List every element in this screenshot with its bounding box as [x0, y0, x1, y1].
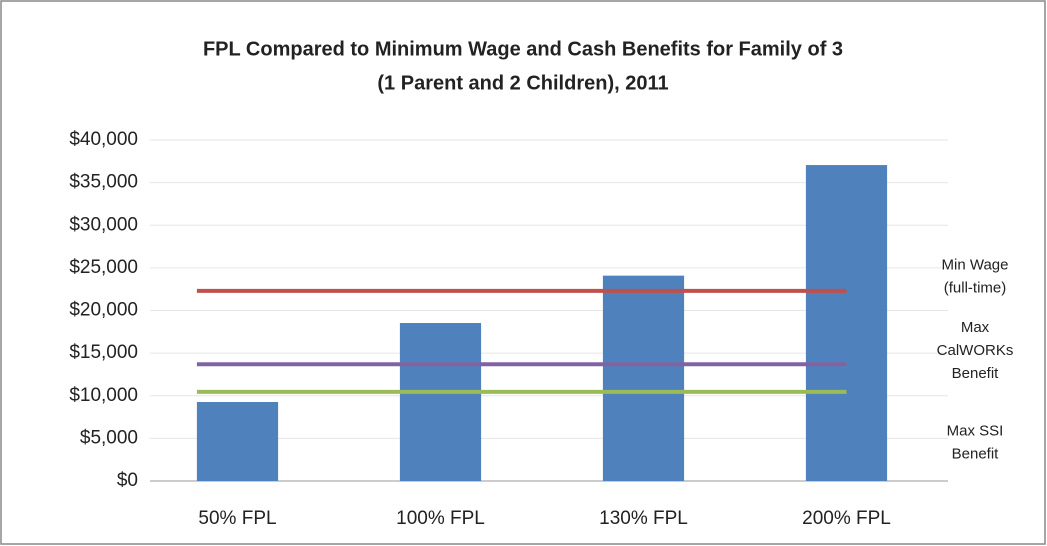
- bar: [196, 402, 279, 481]
- bar: [399, 323, 482, 481]
- line-label: Min Wage: [942, 256, 1009, 273]
- y-tick-label: $40,000: [69, 129, 138, 150]
- y-tick-label: $10,000: [69, 385, 138, 406]
- y-tick-label: $35,000: [69, 172, 138, 193]
- bar: [602, 275, 685, 481]
- line-label: Max SSI: [947, 422, 1004, 439]
- y-tick-label: $15,000: [69, 342, 138, 363]
- chart-title: (1 Parent and 2 Children), 2011: [377, 72, 668, 94]
- x-tick-label: 50% FPL: [198, 508, 276, 529]
- line-label: Max: [961, 319, 990, 336]
- y-tick-label: $0: [117, 470, 138, 491]
- x-tick-label: 200% FPL: [802, 508, 891, 529]
- line-label: Benefit: [952, 445, 1000, 462]
- y-tick-label: $5,000: [80, 427, 138, 448]
- line-label: Benefit: [952, 365, 1000, 382]
- y-tick-label: $30,000: [69, 214, 138, 235]
- line-label: CalWORKs: [937, 342, 1014, 359]
- y-tick-label: $20,000: [69, 300, 138, 321]
- x-tick-label: 100% FPL: [396, 508, 485, 529]
- bar: [805, 165, 888, 481]
- line-label: (full-time): [944, 279, 1007, 296]
- x-tick-label: 130% FPL: [599, 508, 688, 529]
- chart-title: FPL Compared to Minimum Wage and Cash Be…: [203, 38, 843, 60]
- y-tick-label: $25,000: [69, 257, 138, 278]
